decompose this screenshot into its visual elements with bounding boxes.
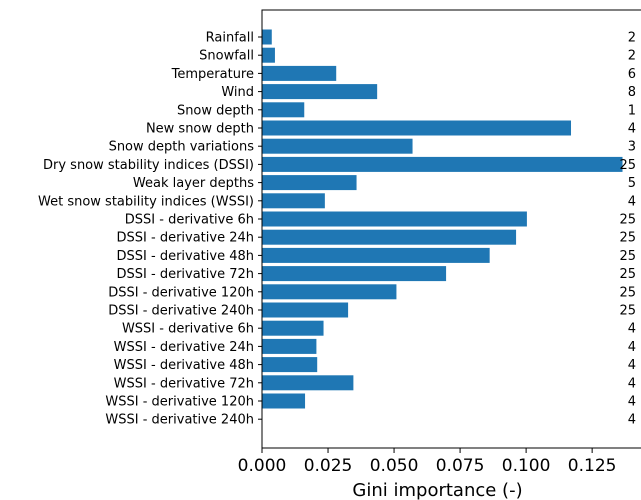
x-tick-label: 0.075 (436, 456, 485, 476)
bar (262, 84, 378, 100)
count-label: 3 (628, 140, 636, 155)
bar (262, 156, 623, 172)
bar (262, 375, 354, 391)
bar (262, 393, 306, 409)
count-label: 25 (619, 285, 636, 300)
category-label: DSSI - derivative 72h (117, 267, 254, 282)
count-label: 4 (628, 358, 636, 373)
bar (262, 47, 275, 63)
bar (262, 120, 572, 136)
category-label: WSSI - derivative 120h (105, 395, 254, 410)
bar (262, 266, 447, 282)
category-label: WSSI - derivative 72h (114, 376, 254, 391)
count-label: 4 (628, 340, 636, 355)
bar (262, 338, 317, 354)
x-tick-label: 0.000 (238, 456, 287, 476)
bar (262, 247, 490, 263)
category-label: WSSI - derivative 24h (114, 340, 254, 355)
bars (262, 29, 623, 409)
category-label: DSSI - derivative 6h (125, 213, 254, 228)
count-label: 4 (628, 322, 636, 337)
count-labels: 2 2 6 8 1 4 3 25 5 4 25 25 25 25 25 25 4 4 4 4 4 4 (619, 31, 636, 428)
x-tick-label: 0.100 (502, 456, 551, 476)
category-label: Wet snow stability indices (WSSI) (38, 194, 254, 209)
plot-frame (261, 9, 641, 449)
category-label: Rainfall (206, 31, 254, 46)
category-label: New snow depth (146, 122, 254, 137)
bar (262, 229, 517, 245)
category-label: Temperature (171, 67, 254, 82)
category-labels: Rainfall Snowfall Temperature Wind Snow dept… (38, 31, 262, 428)
category-label: DSSI - derivative 48h (117, 249, 254, 264)
count-label: 4 (628, 194, 636, 209)
category-label: Wind (221, 85, 254, 100)
category-label: Snow depth (177, 103, 254, 118)
count-label: 25 (619, 231, 636, 246)
category-label: DSSI - derivative 240h (108, 304, 254, 319)
bar (262, 284, 397, 300)
x-tick-label: 0.125 (568, 456, 617, 476)
count-label: 8 (628, 85, 636, 100)
count-label: 4 (628, 395, 636, 410)
count-label: 5 (628, 176, 636, 191)
count-label: 4 (628, 122, 636, 137)
count-label: 1 (628, 103, 636, 118)
bar (262, 138, 413, 154)
count-label: 25 (619, 158, 636, 173)
bar (262, 211, 527, 227)
bar (262, 65, 337, 81)
category-label: WSSI - derivative 240h (105, 413, 254, 428)
bar (262, 102, 305, 118)
count-label: 6 (628, 67, 636, 82)
bar (262, 357, 318, 373)
category-label: Snowfall (199, 49, 254, 64)
x-axis: 0.000 0.025 0.050 0.075 0.100 0.125 (238, 448, 617, 476)
count-label: 25 (619, 213, 636, 228)
category-label: DSSI - derivative 120h (108, 285, 254, 300)
bar (262, 302, 349, 318)
category-label: Snow depth variations (109, 140, 255, 155)
count-label: 2 (628, 49, 636, 64)
category-label: Dry snow stability indices (DSSI) (43, 158, 254, 173)
bar (262, 320, 324, 336)
category-label: WSSI - derivative 6h (122, 322, 254, 337)
x-tick-label: 0.050 (370, 456, 419, 476)
x-axis-label: Gini importance (-) (352, 480, 522, 500)
bar (262, 193, 325, 209)
count-label: 25 (619, 249, 636, 264)
x-tick-label: 0.025 (304, 456, 353, 476)
count-label: 2 (628, 31, 636, 46)
count-label: 25 (619, 304, 636, 319)
category-label: DSSI - derivative 24h (117, 231, 254, 246)
count-label: 4 (628, 376, 636, 391)
category-label: Weak layer depths (133, 176, 254, 191)
count-label: 4 (628, 413, 636, 428)
count-label: 25 (619, 267, 636, 282)
bar (262, 175, 357, 191)
category-label: WSSI - derivative 48h (114, 358, 254, 373)
bar (262, 29, 272, 45)
